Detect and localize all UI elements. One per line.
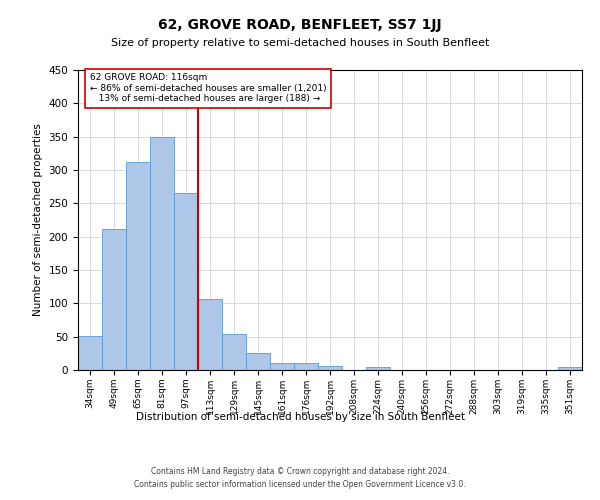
Text: Distribution of semi-detached houses by size in South Benfleet: Distribution of semi-detached houses by … xyxy=(136,412,464,422)
Bar xyxy=(222,334,246,370)
Bar xyxy=(558,368,582,370)
Bar xyxy=(318,366,342,370)
Text: Size of property relative to semi-detached houses in South Benfleet: Size of property relative to semi-detach… xyxy=(111,38,489,48)
Bar xyxy=(366,368,390,370)
Bar xyxy=(126,162,150,370)
Bar xyxy=(78,336,102,370)
Bar xyxy=(198,300,222,370)
Text: 62 GROVE ROAD: 116sqm
← 86% of semi-detached houses are smaller (1,201)
   13% o: 62 GROVE ROAD: 116sqm ← 86% of semi-deta… xyxy=(90,74,326,103)
Bar xyxy=(294,362,318,370)
Bar xyxy=(174,194,198,370)
Bar xyxy=(102,228,126,370)
Bar xyxy=(270,362,294,370)
Bar xyxy=(246,352,270,370)
Text: 62, GROVE ROAD, BENFLEET, SS7 1JJ: 62, GROVE ROAD, BENFLEET, SS7 1JJ xyxy=(158,18,442,32)
Text: Contains HM Land Registry data © Crown copyright and database right 2024.
Contai: Contains HM Land Registry data © Crown c… xyxy=(134,468,466,489)
Y-axis label: Number of semi-detached properties: Number of semi-detached properties xyxy=(33,124,43,316)
Bar xyxy=(150,136,174,370)
